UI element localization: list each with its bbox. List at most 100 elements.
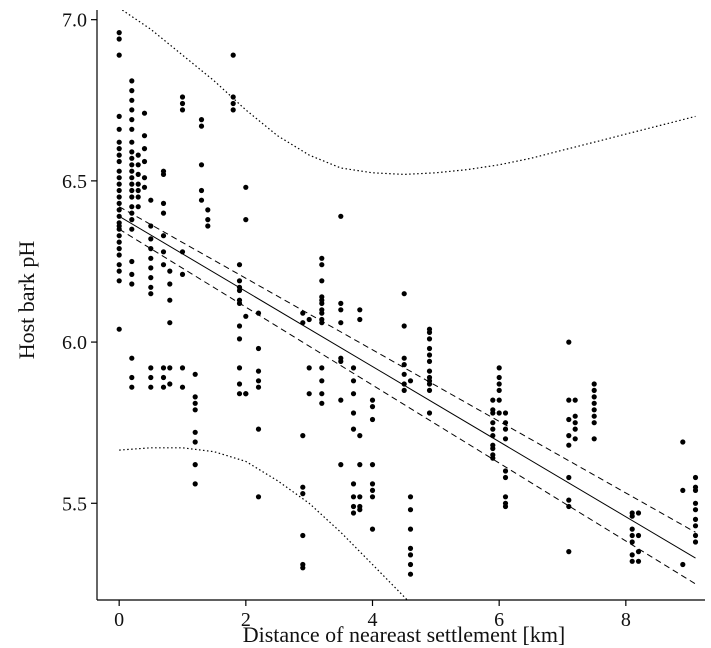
- data-point: [192, 481, 198, 487]
- data-point: [502, 436, 509, 442]
- data-point: [243, 313, 249, 319]
- data-point: [350, 494, 357, 500]
- data-point: [160, 210, 167, 216]
- y-tick-label: 6.0: [62, 332, 87, 354]
- y-tick-label: 7.0: [62, 10, 87, 32]
- data-point: [148, 223, 154, 229]
- data-point: [502, 426, 509, 432]
- data-point: [167, 365, 173, 371]
- data-point: [300, 433, 306, 439]
- data-point: [129, 258, 135, 265]
- data-point: [116, 278, 122, 284]
- data-point: [338, 397, 344, 403]
- data-point: [135, 181, 141, 187]
- data-point: [141, 133, 148, 139]
- data-point: [692, 487, 699, 493]
- data-point: [692, 523, 699, 529]
- data-point: [148, 291, 154, 297]
- data-point: [167, 268, 173, 274]
- data-point: [192, 394, 198, 400]
- data-point: [255, 310, 262, 316]
- data-point: [407, 561, 414, 568]
- data-point: [148, 197, 154, 203]
- data-point: [692, 507, 699, 513]
- data-point: [129, 88, 135, 94]
- data-point: [129, 175, 135, 181]
- data-point: [300, 565, 306, 571]
- data-point: [129, 204, 135, 210]
- data-point: [141, 146, 148, 152]
- data-point: [566, 442, 572, 448]
- data-point: [591, 381, 597, 387]
- data-point: [179, 107, 186, 113]
- data-point: [116, 52, 122, 58]
- data-point: [116, 226, 122, 232]
- confidence-band-lower: [118, 228, 696, 585]
- data-point: [566, 339, 572, 345]
- data-point: [160, 262, 167, 268]
- data-point: [426, 345, 433, 352]
- data-point: [566, 503, 572, 510]
- data-point: [401, 387, 407, 393]
- data-point: [692, 474, 699, 481]
- data-point: [566, 416, 572, 423]
- data-point: [129, 384, 135, 390]
- data-point: [116, 139, 122, 145]
- data-point: [490, 420, 496, 426]
- x-tick-label: 6: [494, 609, 504, 631]
- data-point: [236, 365, 243, 371]
- data-point: [116, 194, 122, 200]
- data-point: [205, 223, 211, 229]
- data-point: [135, 204, 141, 210]
- data-point: [572, 413, 578, 419]
- y-tick-label: 5.5: [62, 493, 87, 515]
- data-point: [230, 107, 236, 113]
- data-point: [129, 117, 135, 123]
- data-point: [407, 494, 414, 500]
- data-point: [566, 397, 572, 403]
- data-point: [300, 310, 306, 316]
- data-point: [129, 217, 135, 223]
- data-point: [591, 407, 597, 413]
- data-point: [319, 378, 325, 384]
- data-point: [490, 410, 496, 416]
- data-point: [167, 320, 173, 326]
- data-point: [407, 526, 414, 532]
- data-point: [236, 336, 243, 342]
- data-point: [629, 539, 635, 545]
- data-point: [192, 429, 198, 435]
- data-point: [490, 397, 496, 403]
- data-point: [401, 355, 407, 361]
- data-point: [116, 200, 122, 206]
- data-point: [129, 187, 135, 194]
- prediction-band-lower: [119, 447, 408, 600]
- data-point: [502, 420, 509, 426]
- data-point: [129, 126, 135, 132]
- data-point: [148, 255, 154, 261]
- data-point: [129, 107, 135, 113]
- data-point: [255, 384, 262, 390]
- data-point: [148, 384, 154, 390]
- data-point: [129, 168, 135, 174]
- data-point: [338, 358, 344, 364]
- data-point: [300, 532, 306, 539]
- data-point: [680, 439, 686, 445]
- data-point: [179, 100, 186, 107]
- data-point: [135, 171, 141, 177]
- data-point: [141, 110, 148, 116]
- data-point: [306, 365, 312, 371]
- data-point: [198, 197, 205, 203]
- data-point: [407, 545, 414, 552]
- x-tick-label: 0: [114, 609, 124, 631]
- data-point: [236, 391, 243, 397]
- data-point: [230, 100, 236, 107]
- data-point: [692, 532, 699, 539]
- data-point: [243, 217, 249, 223]
- data-point: [236, 381, 243, 387]
- data-point: [629, 558, 635, 564]
- data-point: [350, 365, 357, 371]
- data-point: [357, 307, 363, 313]
- data-point: [369, 494, 376, 500]
- data-point: [496, 381, 502, 387]
